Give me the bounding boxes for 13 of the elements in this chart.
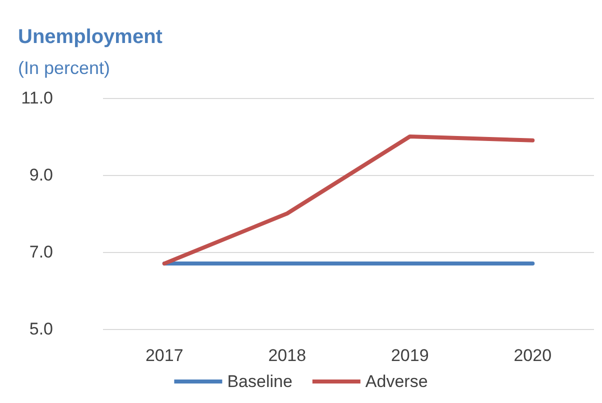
- x-tick-label: 2018: [268, 346, 306, 365]
- x-tick-label: 2019: [390, 346, 429, 365]
- y-tick-label: 11.0: [21, 88, 53, 108]
- chart-title: Unemployment: [18, 26, 163, 48]
- y-tick-label: 9.0: [29, 166, 53, 184]
- line-series: [162, 134, 535, 266]
- y-tick-label: 5.0: [29, 320, 53, 338]
- x-tick-label: 2017: [145, 346, 184, 365]
- legend-label: Baseline: [227, 372, 292, 391]
- legend-label: Adverse: [365, 372, 428, 391]
- x-tick-label: 2020: [514, 346, 552, 365]
- chart-subtitle: (In percent): [18, 58, 110, 78]
- y-tick-label: 7.0: [29, 242, 53, 262]
